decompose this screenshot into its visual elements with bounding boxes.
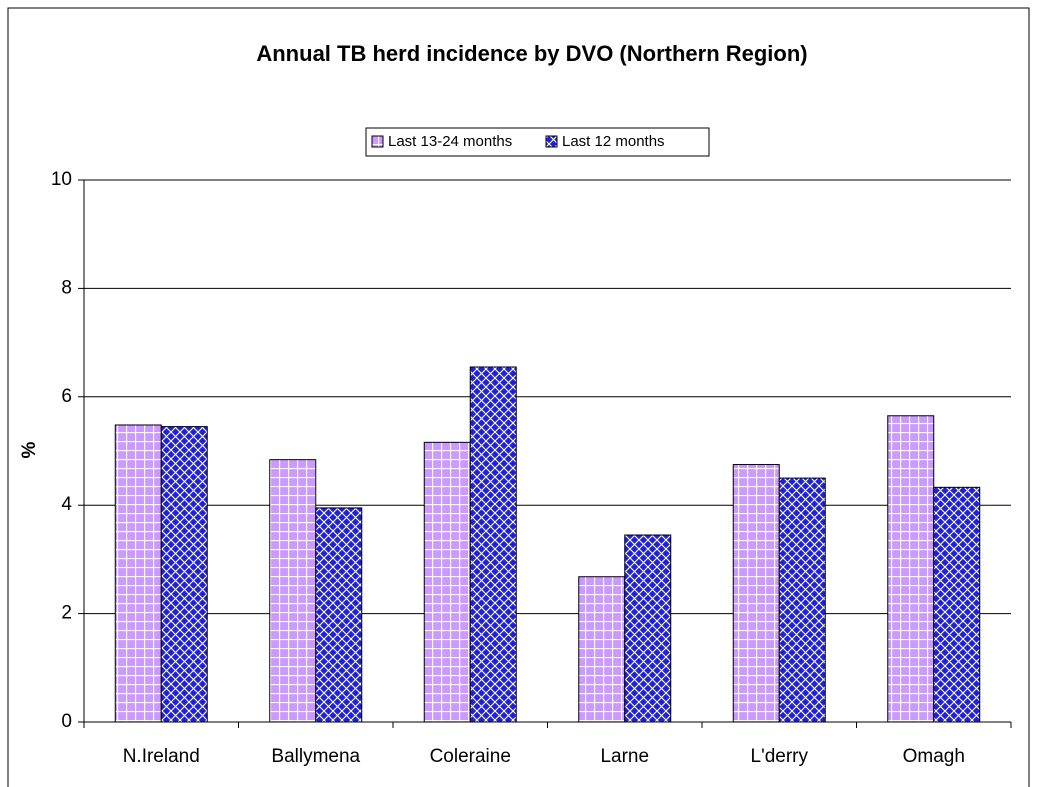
bar: [160, 426, 208, 723]
chart-title: Annual TB herd incidence by DVO (Norther…: [256, 41, 807, 66]
x-tick-label: Coleraine: [430, 746, 511, 767]
bar: [315, 507, 363, 723]
bar: [269, 459, 317, 723]
legend-box: [365, 127, 710, 157]
x-tick-label: Larne: [600, 746, 649, 767]
x-tick-label: N.Ireland: [123, 746, 200, 767]
x-tick-label: L'derry: [751, 746, 809, 767]
bar: [933, 486, 981, 723]
bar: [114, 424, 162, 723]
x-tick-label: Ballymena: [271, 746, 360, 767]
legend-swatch: [371, 135, 384, 148]
bar: [624, 534, 672, 723]
bar: [469, 366, 517, 723]
y-axis-label: %: [19, 441, 40, 458]
bar: [578, 576, 626, 723]
legend-label: Last 13-24 months: [388, 133, 512, 150]
bar: [732, 464, 780, 723]
bar: [423, 441, 471, 723]
legend-label: Last 12 months: [562, 133, 665, 150]
y-tick-label: 8: [61, 277, 72, 298]
legend-swatch: [545, 135, 558, 148]
y-tick-label: 2: [61, 603, 72, 624]
y-tick-label: 6: [61, 386, 72, 407]
bar: [887, 415, 935, 723]
y-tick-label: 0: [61, 711, 72, 732]
x-tick-label: Omagh: [903, 746, 965, 767]
y-tick-label: 4: [61, 494, 72, 515]
bar: [778, 477, 826, 723]
y-tick-label: 10: [51, 169, 72, 190]
